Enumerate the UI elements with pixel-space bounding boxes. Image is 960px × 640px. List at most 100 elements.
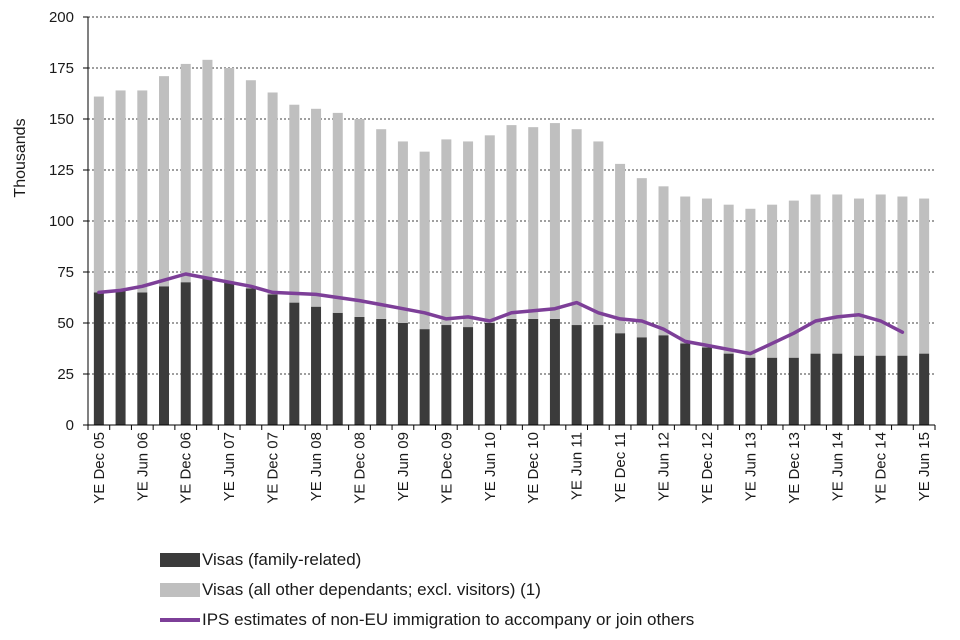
bar-other-dependants [723,204,734,354]
bar-family-visas [571,325,582,425]
x-tick-label: YE Jun 12 [656,432,673,501]
x-tick-label: YE Dec 06 [178,432,195,504]
y-tick-label: 100 [49,213,74,230]
bar-other-dependants [137,90,148,293]
bar-family-visas [397,323,408,425]
bar-other-dependants [180,63,191,283]
y-tick-label: 50 [57,315,74,332]
x-tick-label: YE Dec 12 [699,432,716,504]
bar-other-dependants [224,68,235,283]
bar-family-visas [332,312,343,425]
bar-family-visas [463,327,474,425]
bar-other-dependants [332,112,343,313]
bar-family-visas [93,292,104,425]
bar-other-dependants [919,198,930,354]
legend-line-ips-estimates [160,618,200,622]
bar-other-dependants [788,200,799,358]
bar-family-visas [224,282,235,425]
bar-family-visas [680,343,691,425]
legend: Visas (family-related) Visas (all other … [160,545,694,635]
bar-family-visas [441,325,452,425]
bar-family-visas [549,318,560,425]
x-tick-label: YE Dec 09 [438,432,455,504]
x-tick-label: YE Dec 14 [873,432,890,504]
chart: 0 25 50 75 100 125 150 175 200 YE Dec 05 YE Jun 0… [12,9,936,504]
y-tick-label: 125 [49,162,74,179]
bar-other-dependants [267,92,278,295]
bar-family-visas [745,357,756,425]
bar-other-dependants [875,194,886,356]
bar-family-visas [615,333,626,425]
legend-swatch-family-visas [160,553,200,567]
bar-family-visas [788,357,799,425]
bar-family-visas [636,337,647,425]
bar-other-dependants [202,59,213,279]
bar-other-dependants [93,96,104,293]
bar-family-visas [115,290,126,425]
bar-family-visas [267,294,278,425]
bar-other-dependants [658,186,669,336]
y-tick-label: 75 [57,264,74,281]
bar-family-visas [897,355,908,425]
x-tick-label: YE Jun 07 [221,432,238,501]
x-tick-label: YE Dec 07 [265,432,282,504]
bar-family-visas [723,353,734,425]
bar-family-visas [245,288,256,425]
y-tick-label: 200 [49,9,74,26]
bar-other-dependants [615,163,626,334]
bar-family-visas [354,316,365,425]
bar-other-dependants [810,194,821,354]
x-tick-label: YE Jun 06 [134,432,151,501]
bar-other-dependants [159,76,170,287]
x-tick-label: YE Jun 09 [395,432,412,501]
bar-other-dependants [832,194,843,354]
line-ips-estimates [97,272,905,356]
y-tick-label: 150 [49,111,74,128]
bar-other-dependants [419,151,430,330]
bar-group [93,59,930,425]
bar-other-dependants [484,135,495,323]
bar-family-visas [810,353,821,425]
x-tick-label: YE Dec 08 [351,432,368,504]
bar-family-visas [289,302,300,425]
bar-other-dependants [245,80,256,289]
bar-family-visas [202,278,213,425]
bar-family-visas [528,318,539,425]
x-tick-label: YE Dec 10 [525,432,542,504]
legend-label-ips-estimates: IPS estimates of non-EU immigration to a… [202,610,695,629]
bar-other-dependants [376,129,387,319]
line-series [97,272,905,356]
x-tick-label: YE Jun 08 [308,432,325,501]
legend-label-family-visas: Visas (family-related) [202,550,362,569]
bar-family-visas [875,355,886,425]
bar-other-dependants [311,108,322,307]
legend-item-ips-estimates: IPS estimates of non-EU immigration to a… [160,605,694,635]
y-axis-label: Thousands [12,118,29,197]
bar-other-dependants [441,139,452,326]
x-tick-label: YE Dec 11 [612,432,629,503]
x-tick-label: YE Dec 13 [786,432,803,504]
bar-other-dependants [463,141,474,328]
legend-swatch-other-dependants [160,583,200,597]
bar-family-visas [701,347,712,425]
y-tick-label: 0 [66,417,74,434]
bar-other-dependants [680,196,691,344]
bar-other-dependants [593,141,604,326]
bar-other-dependants [549,123,560,319]
bar-family-visas [853,355,864,425]
bar-other-dependants [397,141,408,323]
bar-family-visas [311,306,322,425]
bar-family-visas [658,335,669,425]
bar-other-dependants [853,198,864,356]
bar-other-dependants [528,127,539,319]
bar-family-visas [593,325,604,425]
bar-other-dependants [636,178,647,338]
x-tick-label: YE Jun 11 [569,432,586,500]
y-tick-labels: 0 25 50 75 100 125 150 175 200 [49,9,74,434]
y-tick-label: 25 [57,366,74,383]
bar-other-dependants [745,208,756,358]
x-tick-label: YE Jun 10 [482,432,499,501]
axes [83,16,936,430]
bar-family-visas [419,329,430,425]
bar-other-dependants [571,129,582,326]
